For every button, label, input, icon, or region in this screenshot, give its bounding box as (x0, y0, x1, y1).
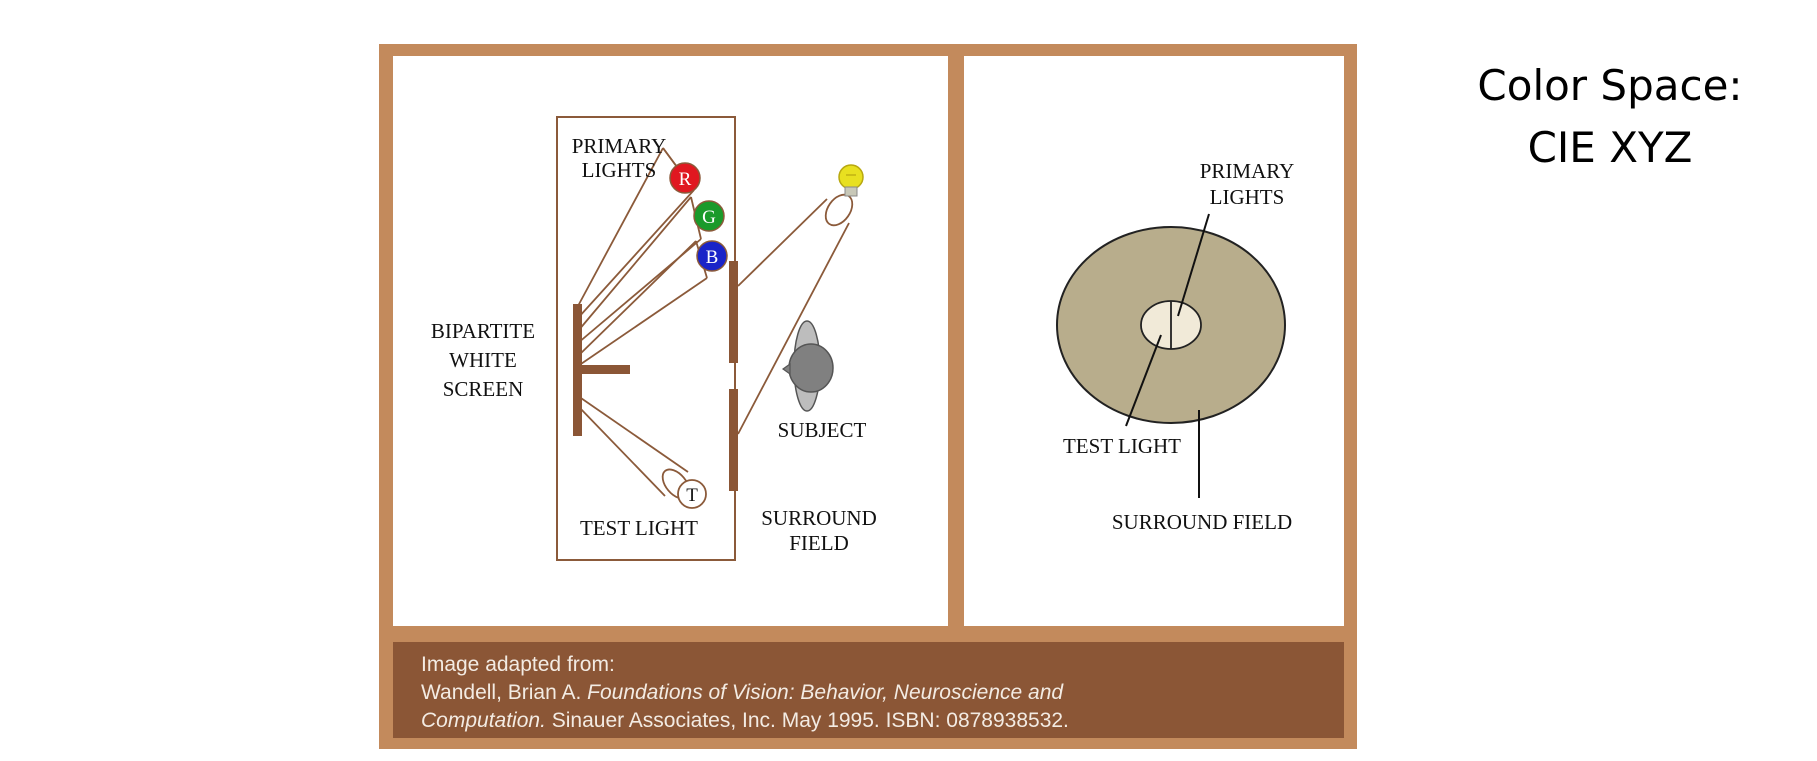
caption-book-title-part1: Foundations of Vision: Behavior, Neurosc… (587, 681, 1064, 704)
screen-label-line2: WHITE (449, 348, 517, 372)
aperture-wall-upper (729, 261, 738, 363)
beam-b (577, 240, 708, 367)
aperture-wall-lower (729, 389, 738, 491)
color-matching-apparatus-diagram: R G B T (431, 116, 877, 561)
lamp-r-icon: R (669, 162, 701, 194)
test-light-label: TEST LIGHT (1063, 434, 1181, 458)
observer-view-diagram: PRIMARY LIGHTS TEST LIGHT SURROUND FIELD (1056, 159, 1295, 534)
caption-line3: Computation. Sinauer Associates, Inc. Ma… (421, 707, 1344, 735)
lamp-b-icon: B (696, 240, 728, 272)
primary-lights-label-line2: LIGHTS (1210, 185, 1285, 209)
lamp-b-label: B (706, 247, 719, 268)
caption-author: Wandell, Brian A. (421, 681, 588, 704)
surround-field-label: SURROUND FIELD (1112, 510, 1292, 534)
observer-view-panel: PRIMARY LIGHTS TEST LIGHT SURROUND FIELD (964, 56, 1344, 626)
lamp-g-label: G (702, 207, 716, 228)
subject-head-icon (781, 320, 834, 412)
caption-line2: Wandell, Brian A. Foundations of Vision:… (421, 679, 1344, 707)
surround-field-label-line1: SURROUND (761, 506, 877, 530)
surround-field-label-line2: FIELD (789, 531, 849, 555)
lamp-t-label: T (686, 485, 698, 506)
primary-lights-label-line1: PRIMARY (1200, 159, 1295, 183)
beam-test-light (577, 395, 691, 500)
caption-line1: Image adapted from: (421, 653, 615, 676)
figure-frame: R G B T (379, 44, 1357, 749)
slide-title-line2: CIE XYZ (1527, 123, 1693, 172)
light-bulb-icon (838, 164, 864, 197)
lamp-t-icon: T (677, 479, 707, 509)
primary-lights-label-line2: LIGHTS (582, 158, 657, 182)
test-light-label: TEST LIGHT (580, 516, 698, 540)
image-source-caption: Image adapted from: Wandell, Brian A. Fo… (393, 642, 1344, 738)
screen-label-line3: SCREEN (443, 377, 524, 401)
test-light-leader (1125, 334, 1162, 427)
bipartite-divider (573, 365, 630, 374)
screen-label-line1: BIPARTITE (431, 319, 535, 343)
lamp-r-label: R (679, 169, 692, 190)
slide-title-line1: Color Space: (1477, 61, 1743, 110)
lamp-g-icon: G (693, 200, 725, 232)
caption-publisher: Sinauer Associates, Inc. May 1995. ISBN:… (545, 709, 1069, 732)
primary-lights-leader (1177, 213, 1210, 317)
subject-label: SUBJECT (778, 418, 867, 442)
primary-lights-label-line1: PRIMARY (572, 134, 667, 158)
caption-book-title-part2: Computation. (421, 709, 546, 732)
color-matching-apparatus-panel: R G B T (393, 56, 948, 626)
slide-title: Color Space: CIE XYZ (1440, 55, 1780, 179)
